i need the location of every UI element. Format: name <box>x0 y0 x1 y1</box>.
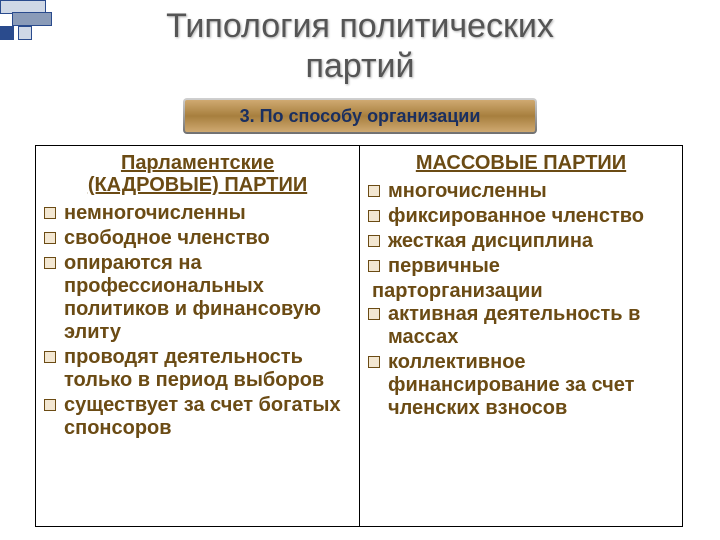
slide-title: Типология политических партий <box>0 6 720 86</box>
list-item: немногочисленны <box>40 202 355 225</box>
list-item: существует за счет богатых спонсоров <box>40 394 355 440</box>
list-item: свободное членство <box>40 227 355 250</box>
slide: Типология политических партий 3. По спос… <box>0 0 720 540</box>
list-item-continuation: парторганизации <box>364 280 678 303</box>
subheader: 3. По способу организации <box>185 100 535 132</box>
columns-container: Парламентские(КАДРОВЫЕ) ПАРТИИ немногочис… <box>35 145 683 527</box>
list-item: многочисленны <box>364 180 678 203</box>
list-item: проводят деятельность только в период вы… <box>40 346 355 392</box>
item-list: многочисленныфиксированное членствожестк… <box>364 180 678 420</box>
item-list: немногочисленнысвободное членствоопирают… <box>40 202 355 440</box>
list-item: коллективное финансирование за счет член… <box>364 351 678 420</box>
title-line-1: Типология политических <box>166 7 554 45</box>
title-line-2: партий <box>305 47 414 85</box>
column-left: Парламентские(КАДРОВЫЕ) ПАРТИИ немногочис… <box>36 146 359 526</box>
list-item: жесткая дисциплина <box>364 230 678 253</box>
list-item: опираются на профессиональных политиков … <box>40 252 355 344</box>
list-item: первичные <box>364 255 678 278</box>
column-header: МАССОВЫЕ ПАРТИИ <box>364 152 678 174</box>
subheader-box: 3. По способу организации <box>183 98 537 134</box>
list-item: активная деятельность в массах <box>364 303 678 349</box>
column-header: Парламентские(КАДРОВЫЕ) ПАРТИИ <box>40 152 355 196</box>
list-item: фиксированное членство <box>364 205 678 228</box>
column-right: МАССОВЫЕ ПАРТИИ многочисленныфиксированно… <box>359 146 682 526</box>
